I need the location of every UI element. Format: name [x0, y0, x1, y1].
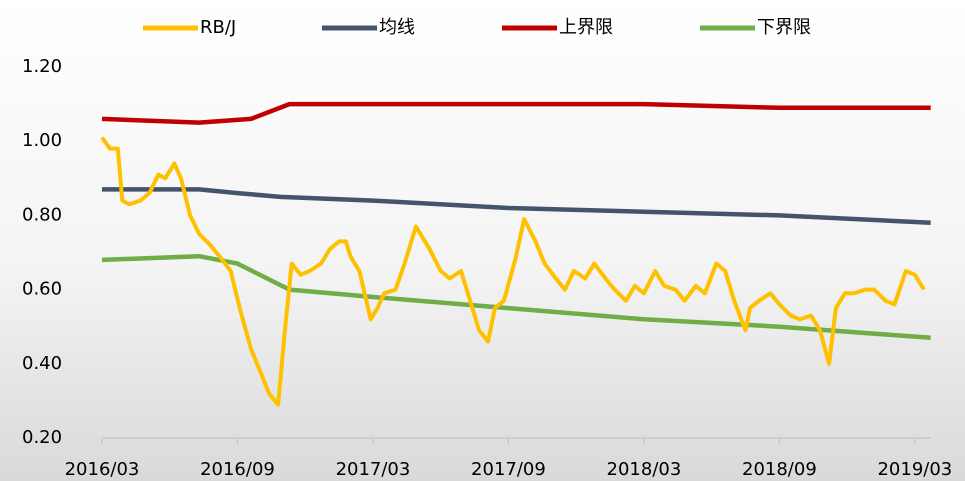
series-line [101, 253, 931, 341]
y-tick-label: 1.20 [22, 56, 62, 77]
y-tick-label: 0.60 [22, 279, 62, 300]
y-tick-label: 0.20 [22, 427, 62, 448]
y-tick-label: 0.40 [22, 353, 62, 374]
legend-label: 下界限 [757, 17, 811, 38]
legend-label: 均线 [379, 17, 415, 38]
x-tick-label: 2017/03 [336, 459, 411, 480]
series-line [102, 187, 931, 226]
x-tick-label: 2019/03 [877, 459, 952, 480]
x-tick-label: 2016/09 [200, 459, 275, 480]
x-tick-label: 2018/09 [742, 459, 817, 480]
y-tick-label: 1.00 [22, 130, 62, 151]
x-tick-label: 2016/03 [65, 459, 140, 480]
legend-label: 上界限 [559, 17, 613, 38]
y-tick-label: 0.80 [22, 204, 62, 225]
legend-label: RB/J [200, 17, 236, 38]
series-line [101, 101, 931, 125]
series-line [100, 136, 926, 407]
x-tick-label: 2017/09 [471, 459, 546, 480]
x-tick-label: 2018/03 [607, 459, 682, 480]
